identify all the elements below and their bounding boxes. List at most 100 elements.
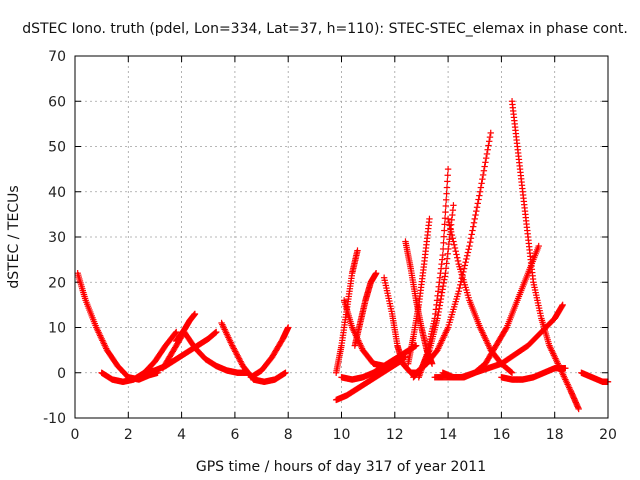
data-point-trail (589, 374, 606, 385)
data-point-trail (355, 379, 371, 392)
x-tick-label: 4 (177, 427, 186, 443)
data-point (455, 288, 462, 295)
data-series (415, 165, 452, 381)
data-point (535, 242, 542, 250)
data-series (351, 270, 380, 349)
data-point-trail (432, 256, 446, 318)
y-axis-title: dSTEC / TECUs (6, 185, 22, 288)
data-point-trail (568, 388, 582, 411)
data-series (247, 324, 292, 381)
data-point (412, 342, 420, 349)
y-tick-label: 70 (48, 49, 66, 65)
x-tick-label: 10 (333, 427, 351, 443)
data-point-trail (435, 325, 451, 352)
data-point-trail (83, 299, 99, 329)
data-point-trail (477, 133, 494, 191)
data-series (218, 319, 289, 385)
data-point-trail (413, 361, 430, 376)
data-series (444, 215, 516, 376)
y-tick-label: 40 (48, 185, 66, 201)
data-point-trail (349, 248, 361, 275)
data-point-trail (357, 298, 369, 325)
data-point (450, 202, 457, 209)
data-point-trail (456, 263, 472, 301)
data-point-trail (445, 218, 462, 265)
data-point (282, 369, 289, 376)
data-point-trail (235, 369, 251, 376)
data-point (444, 215, 452, 223)
data-point (229, 342, 236, 349)
data-point-trail (280, 325, 292, 342)
data-point-trail (186, 311, 198, 324)
data-point-trail (519, 191, 531, 237)
x-tick-label: 18 (546, 427, 564, 443)
data-point-trail (405, 335, 417, 365)
data-point-trail (389, 312, 401, 347)
data-point-trail (493, 325, 510, 348)
plot-frame (74, 55, 609, 419)
data-point-trail (509, 101, 521, 147)
data-point-trail (466, 192, 483, 246)
data-point-trail (131, 370, 147, 383)
data-point-trail (552, 302, 566, 321)
data-point-trail (498, 361, 515, 376)
data-point-trail (466, 299, 483, 329)
data-point-trail (173, 327, 187, 344)
data-point-trail (514, 271, 531, 302)
data-point-trail (203, 356, 219, 369)
y-tick-label: 0 (57, 366, 66, 382)
x-tick-label: 20 (599, 427, 617, 443)
data-point-trail (269, 336, 286, 359)
data-point-trail (360, 369, 376, 381)
data-point-trail (410, 303, 422, 338)
data-point-trail (485, 360, 504, 372)
axis-ticks: 0 2 4 6 8 10 12 14 16 18 20 -10 0 10 20 30 40 50 60 70 (43, 49, 617, 443)
data-series (159, 328, 252, 376)
data-point (559, 301, 566, 309)
data-point-trail (512, 343, 531, 358)
data-point-trail (394, 343, 406, 366)
data-point (354, 247, 361, 254)
data-point-trail (93, 325, 110, 352)
data-point-trail (530, 281, 545, 320)
x-axis-title: GPS time / hours of day 317 of year 2011 (196, 459, 486, 475)
data-point-trail (205, 329, 219, 342)
data-point-trail (520, 374, 536, 383)
y-tick-label: 20 (48, 275, 66, 291)
data-point-trail (376, 365, 392, 378)
data-series (98, 328, 180, 385)
data-point (439, 251, 446, 259)
x-tick-label: 12 (386, 427, 404, 443)
data-point-trail (360, 347, 376, 366)
data-point-trail (381, 277, 395, 315)
data-point-trail (445, 290, 462, 329)
data-point-trail (477, 325, 494, 352)
data-point-trail (530, 369, 547, 381)
data-point-trail (115, 363, 131, 380)
data-point-trail (434, 273, 449, 319)
data-point-trail (504, 299, 520, 329)
y-tick-label: 60 (48, 94, 66, 110)
data-point-trail (424, 317, 438, 356)
data-point (476, 188, 484, 195)
data-series (332, 247, 361, 376)
data-point (487, 129, 494, 137)
data-point-trail (424, 347, 440, 366)
data-point (372, 270, 380, 277)
chart-title: dSTEC Iono. truth (pdel, Lon=334, Lat=37… (22, 21, 628, 37)
data-points (74, 98, 612, 413)
data-series (404, 215, 433, 367)
data-point-trail (367, 270, 379, 285)
data-point-trail (219, 321, 235, 348)
data-series (173, 310, 199, 345)
data-point (173, 328, 180, 336)
data-series (578, 369, 612, 385)
data-point (285, 324, 292, 331)
data-series (380, 274, 422, 376)
data-series (508, 98, 582, 413)
data-series (498, 365, 569, 383)
x-tick-label: 16 (492, 427, 510, 443)
data-point-trail (415, 263, 427, 306)
data-point-trail (439, 172, 451, 253)
